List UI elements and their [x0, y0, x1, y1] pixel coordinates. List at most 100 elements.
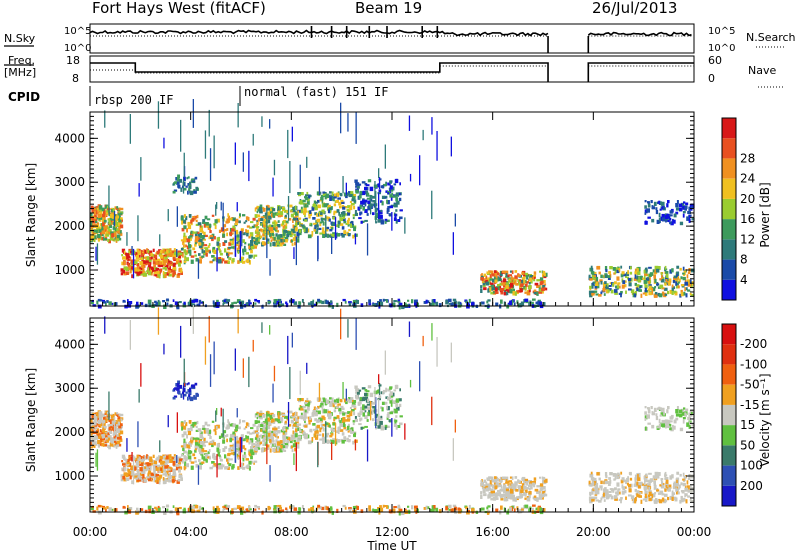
power-cell [262, 305, 264, 309]
power-cell [236, 238, 239, 242]
velocity-cell [342, 413, 345, 416]
velocity-cell [394, 424, 397, 428]
power-cell [614, 289, 618, 293]
power-cell [105, 227, 107, 230]
power-cell [675, 281, 677, 286]
power-cell [178, 263, 181, 267]
power-cell [497, 291, 499, 294]
velocity-cell [370, 393, 374, 397]
velocity-cell [243, 445, 245, 449]
power-cell [120, 225, 123, 229]
power-cell [312, 302, 314, 305]
power-cell [327, 227, 330, 229]
power-cell [520, 283, 524, 287]
power-cell [329, 229, 332, 231]
power-cell [274, 299, 277, 303]
power-cell [490, 283, 494, 285]
power-cell [642, 278, 644, 280]
power-cell [224, 261, 227, 264]
power-cell [118, 211, 120, 213]
velocity-cell [399, 388, 401, 391]
velocity-cell [178, 391, 181, 394]
velocity-cell [257, 417, 259, 419]
velocity-cell [633, 499, 635, 503]
velocity-cell [684, 498, 686, 502]
velocity-cell [367, 399, 369, 403]
power-cell [170, 261, 172, 263]
power-cell [322, 192, 325, 194]
velocity-cell [119, 433, 121, 437]
velocity-cell [184, 451, 186, 454]
power-cell [257, 232, 259, 235]
velocity-cell [156, 477, 160, 480]
velocity-cell [193, 438, 197, 440]
power-cell [263, 208, 266, 212]
power-streak [325, 215, 326, 237]
velocity-cell [385, 427, 387, 430]
power-cell [295, 206, 297, 210]
power-cell [683, 214, 685, 218]
velocity-cell [191, 437, 193, 440]
power-cell [484, 274, 487, 277]
power-cell [687, 274, 689, 278]
velocity-cell [229, 438, 232, 443]
velocity-cell [202, 428, 206, 430]
velocity-cell [146, 466, 149, 469]
power-cell [305, 194, 309, 196]
velocity-cell [160, 461, 163, 465]
power-cell [91, 226, 93, 229]
velocity-cell [510, 489, 513, 494]
power-cell [304, 229, 306, 232]
power-cell [347, 212, 350, 216]
power-cell [322, 234, 325, 238]
power-cell [233, 219, 235, 221]
beam-label: Beam 19 [355, 0, 422, 17]
velocity-cell [666, 409, 668, 413]
velocity-cell [387, 414, 390, 418]
velocity-cell [491, 491, 495, 494]
power-cell [337, 197, 341, 199]
power-streak [205, 130, 206, 158]
power-cell [254, 303, 256, 305]
power-cell [303, 226, 306, 229]
power-cell [645, 200, 647, 202]
velocity-cell [101, 443, 103, 447]
velocity-cell [690, 499, 692, 501]
velocity-cell [272, 439, 275, 442]
power-cell [317, 299, 320, 302]
velocity-cell [339, 423, 343, 427]
power-cell [389, 213, 391, 216]
velocity-cell [659, 424, 661, 428]
velocity-cell [609, 472, 613, 475]
velocity-cell [262, 447, 264, 451]
power-cell [116, 238, 119, 241]
power-cell [94, 224, 96, 226]
velocity-cell [292, 449, 294, 452]
velocity-cell [667, 497, 669, 500]
velocity-cell [607, 481, 610, 484]
velocity-cell [312, 423, 315, 426]
power-cell [122, 270, 125, 274]
velocity-cell [619, 499, 622, 501]
power-cell [277, 241, 279, 246]
velocity-cell [539, 477, 541, 479]
velocity-cell [681, 490, 684, 492]
power-cell [665, 266, 667, 270]
velocity-cell [232, 432, 235, 435]
velocity-cell [184, 420, 186, 424]
power-cell [308, 216, 310, 218]
power-cell [638, 279, 641, 282]
power-cell [272, 208, 275, 211]
power-cell [262, 233, 264, 236]
velocity-cell [359, 404, 361, 406]
power-cell [258, 220, 261, 222]
velocity-cell [520, 489, 524, 493]
power-cell [232, 226, 235, 229]
velocity-cell [192, 422, 195, 424]
velocity-cell [675, 487, 677, 492]
velocity-cell [239, 422, 241, 424]
velocity-cell [143, 479, 147, 483]
velocity-cell [679, 410, 683, 414]
power-cell [303, 211, 306, 215]
power-cell [294, 234, 296, 237]
